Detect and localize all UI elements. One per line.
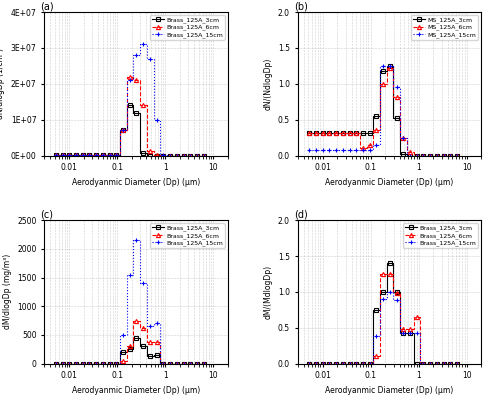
Y-axis label: dN/(NdlogDp): dN/(NdlogDp) [263, 58, 272, 110]
Y-axis label: dM/dlogDp (mg/m³): dM/dlogDp (mg/m³) [2, 254, 12, 330]
Legend: MS_125A_3cm, MS_125A_6cm, MS_125A_15cm: MS_125A_3cm, MS_125A_6cm, MS_125A_15cm [411, 15, 478, 40]
Legend: Brass_125A_3cm, Brass_125A_6cm, Brass_125A_15cm: Brass_125A_3cm, Brass_125A_6cm, Brass_12… [403, 223, 478, 248]
Text: (c): (c) [41, 209, 54, 219]
Y-axis label: dM/(MdlogDp): dM/(MdlogDp) [263, 265, 272, 319]
Legend: Brass_125A_3cm, Brass_125A_6cm, Brass_125A_15cm: Brass_125A_3cm, Brass_125A_6cm, Brass_12… [150, 15, 225, 40]
X-axis label: Aerodyanmic Diameter (Dp) (μm): Aerodyanmic Diameter (Dp) (μm) [72, 386, 200, 395]
Legend: Brass_125A_3cm, Brass_125A_6cm, Brass_125A_15cm: Brass_125A_3cm, Brass_125A_6cm, Brass_12… [150, 223, 225, 248]
X-axis label: Aerodyanmic Diameter (Dp) (μm): Aerodyanmic Diameter (Dp) (μm) [325, 178, 454, 187]
X-axis label: Aerodyanmic Diameter (Dp) (μm): Aerodyanmic Diameter (Dp) (μm) [325, 386, 454, 395]
Text: (a): (a) [41, 1, 54, 11]
Text: (d): (d) [294, 209, 308, 219]
X-axis label: Aerodyanmic Diameter (Dp) (μm): Aerodyanmic Diameter (Dp) (μm) [72, 178, 200, 187]
Y-axis label: dN/dlogDp (1/cm³): dN/dlogDp (1/cm³) [0, 48, 5, 119]
Text: (b): (b) [294, 1, 308, 11]
